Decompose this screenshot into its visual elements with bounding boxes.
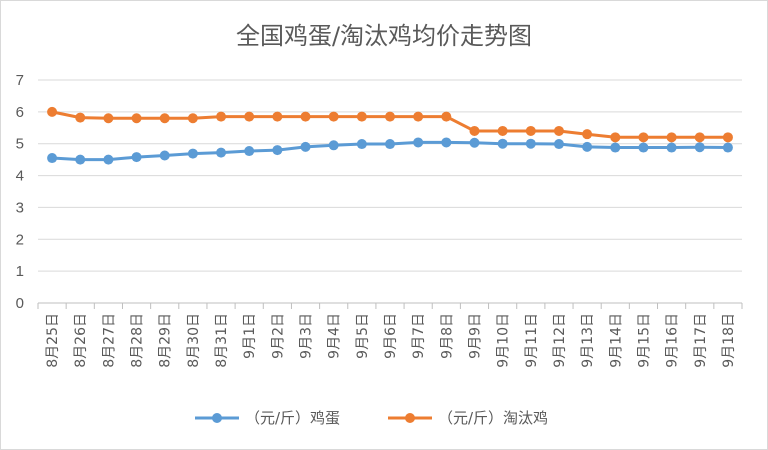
y-tick-label: 3	[16, 199, 24, 216]
data-point	[47, 106, 58, 117]
x-tick-label: 9月11日	[524, 313, 540, 368]
data-point	[47, 153, 58, 164]
x-tick-label: 8月27日	[101, 313, 117, 368]
data-point	[103, 154, 114, 165]
x-tick-label: 8月26日	[73, 313, 89, 368]
data-point	[159, 150, 170, 161]
x-tick-label: 8月30日	[186, 313, 202, 368]
data-point	[694, 142, 705, 153]
legend-swatch-marker	[405, 413, 415, 423]
legend-item: （元/斤）淘汰鸡	[388, 409, 548, 427]
data-point	[385, 111, 395, 122]
data-point	[441, 137, 452, 148]
legend-label: （元/斤）鸡蛋	[245, 409, 340, 427]
data-point	[328, 111, 339, 122]
x-tick-label: 9月14日	[608, 313, 624, 368]
data-point	[300, 141, 311, 152]
x-tick-label: 9月8日	[439, 313, 455, 359]
data-point	[610, 142, 621, 153]
data-point	[216, 111, 227, 122]
data-point	[497, 138, 508, 149]
data-point	[722, 132, 733, 143]
x-tick-label: 9月7日	[411, 313, 427, 359]
data-point	[666, 142, 677, 153]
x-tick-label: 9月15日	[636, 313, 652, 368]
y-tick-label: 4	[16, 168, 24, 185]
x-tick-label: 9月13日	[580, 313, 596, 368]
data-point	[300, 111, 311, 122]
x-tick-label: 9月5日	[355, 313, 371, 359]
data-point	[272, 111, 283, 122]
data-point	[722, 142, 733, 153]
chart-title: 全国鸡蛋/淘汰鸡均价走势图	[236, 22, 532, 50]
series-layer	[47, 106, 733, 165]
x-tick-label: 9月10日	[496, 313, 512, 368]
data-point	[441, 111, 452, 122]
data-point	[131, 113, 142, 124]
data-point	[356, 139, 367, 150]
data-point	[525, 125, 536, 136]
y-tick-label: 5	[16, 136, 24, 153]
legend-swatch-marker	[212, 413, 222, 423]
x-tick-label: 9月18日	[721, 313, 737, 368]
data-point	[582, 129, 593, 140]
x-tick-label: 8月28日	[130, 313, 146, 368]
x-tick-label: 9月3日	[299, 313, 315, 359]
data-point	[385, 139, 395, 150]
data-point	[328, 140, 339, 151]
y-tick-label: 0	[16, 295, 24, 312]
series-2	[47, 106, 733, 143]
x-tick-label: 8月31日	[214, 313, 230, 368]
data-point	[75, 112, 86, 123]
y-tick-label: 1	[16, 263, 24, 280]
data-point	[187, 113, 198, 124]
legend-label: （元/斤）淘汰鸡	[438, 409, 548, 427]
data-point	[413, 111, 424, 122]
series-1	[47, 137, 733, 165]
legend-item: （元/斤）鸡蛋	[195, 409, 340, 427]
y-tick-label: 6	[16, 104, 24, 121]
data-point	[159, 113, 170, 124]
y-tick-label: 2	[16, 231, 24, 248]
data-point	[244, 146, 255, 157]
data-point	[497, 125, 508, 136]
data-point	[469, 137, 480, 148]
data-point	[553, 139, 564, 150]
data-point	[75, 154, 86, 165]
data-point	[610, 132, 621, 143]
y-tick-label: 7	[16, 72, 24, 89]
y-axis-ticks: 0 1 2 3 4 5 6 7	[16, 72, 24, 312]
data-point	[272, 145, 283, 156]
x-tick-label: 9月12日	[552, 313, 568, 368]
x-tick-label: 9月2日	[270, 313, 286, 359]
data-point	[413, 137, 424, 148]
data-point	[525, 138, 536, 149]
data-point	[187, 148, 198, 159]
data-point	[638, 132, 649, 143]
x-tick-label: 9月17日	[693, 313, 709, 368]
x-axis: 8月25日 8月26日 8月27日 8月28日 8月29日 8月30日 8月31日 9月1日 9…	[37, 303, 743, 368]
legend: （元/斤）鸡蛋 （元/斤）淘汰鸡	[195, 409, 548, 427]
data-point	[694, 132, 705, 143]
x-tick-label: 9月16日	[665, 313, 681, 368]
x-tick-label: 9月6日	[383, 313, 399, 359]
x-tick-label: 8月25日	[45, 313, 61, 368]
data-point	[469, 125, 480, 136]
data-point	[638, 142, 649, 153]
x-tick-label: 9月9日	[467, 313, 483, 359]
x-tick-label: 9月1日	[242, 313, 258, 359]
data-point	[356, 111, 367, 122]
x-tick-label: 9月4日	[327, 313, 343, 359]
data-point	[216, 147, 227, 158]
x-tick-label: 8月29日	[158, 313, 174, 368]
data-point	[553, 125, 564, 136]
data-point	[244, 111, 255, 122]
data-point	[131, 152, 142, 163]
data-point	[666, 132, 677, 143]
data-point	[103, 113, 114, 124]
data-point	[582, 141, 593, 152]
